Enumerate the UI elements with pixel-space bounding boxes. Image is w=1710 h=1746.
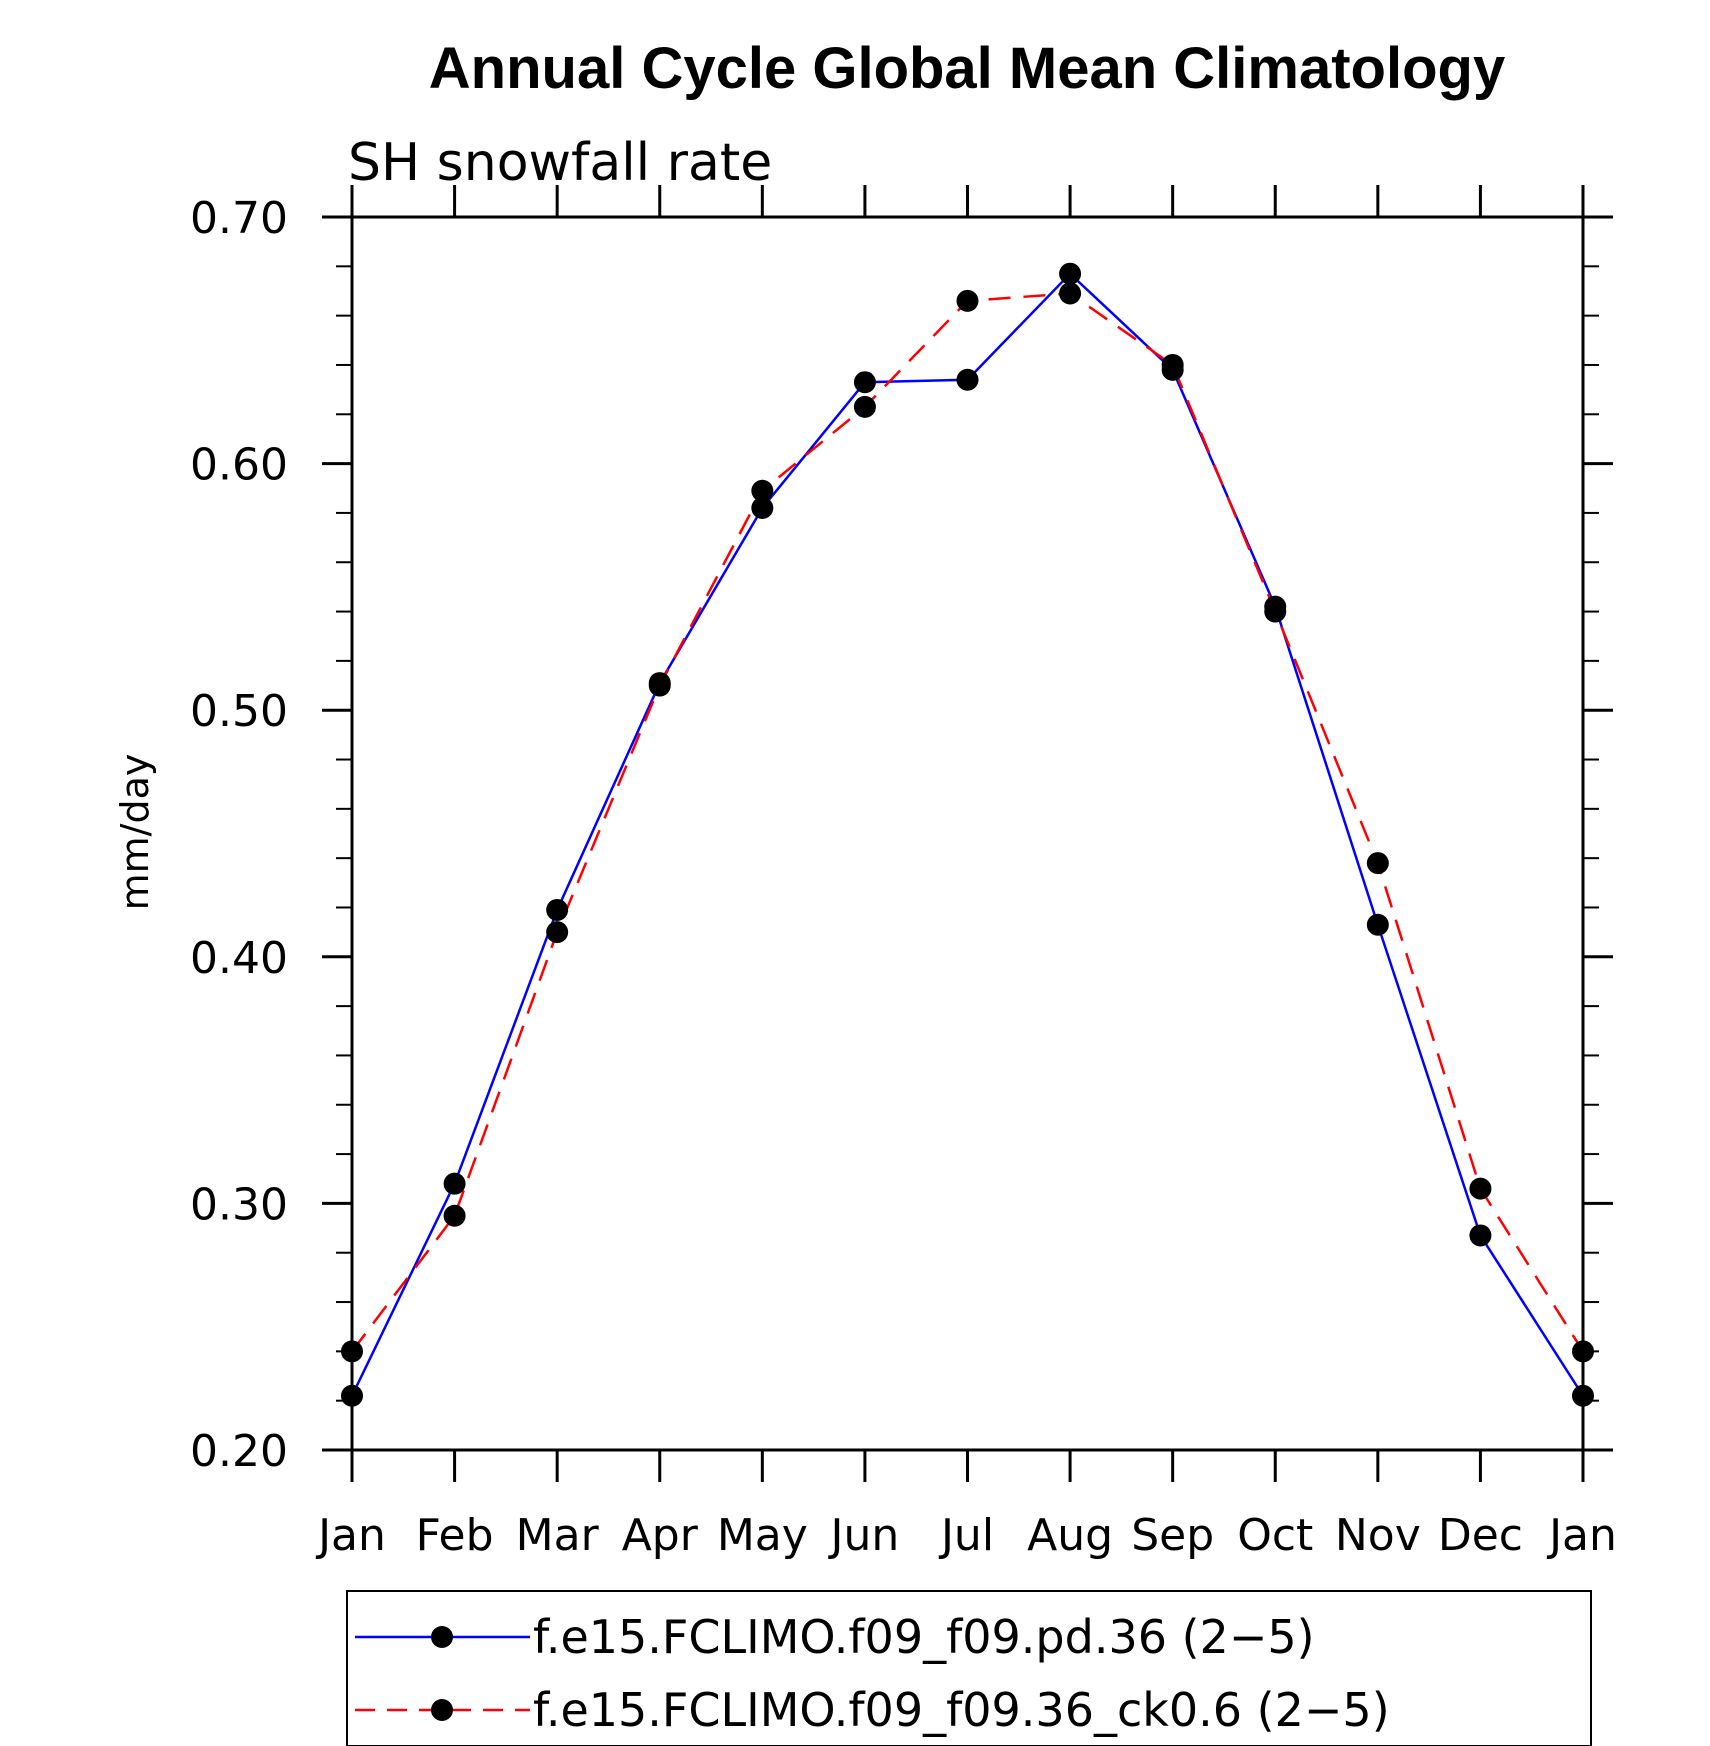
series-0-point xyxy=(956,368,979,391)
series-group xyxy=(341,262,1594,1407)
x-tick-label: Jan xyxy=(315,1510,386,1561)
chart-subtitle: SH snowfall rate xyxy=(348,133,772,193)
legend-label-red: f.e15.FCLIMO.f09_f09.36_ck0.6 (2−5) xyxy=(533,1683,1390,1737)
series-0-point xyxy=(751,496,774,519)
y-tick-label: 0.20 xyxy=(190,1426,288,1477)
x-tick-label: May xyxy=(717,1510,808,1561)
series-0-point xyxy=(1059,262,1082,285)
series-1-point xyxy=(1161,353,1184,376)
x-tick-label: Sep xyxy=(1131,1510,1214,1561)
legend: f.e15.FCLIMO.f09_f09.pd.36 (2−5) f.e15.F… xyxy=(346,1590,1592,1746)
series-0-point xyxy=(1366,913,1389,936)
series-line-1 xyxy=(351,292,1585,1353)
x-tick-label: Oct xyxy=(1237,1510,1313,1561)
axis-ticks xyxy=(322,185,1613,1482)
x-tick-label: Feb xyxy=(416,1510,494,1561)
series-1-point xyxy=(1366,852,1389,875)
plot-frame xyxy=(350,215,1585,1452)
series-0-point xyxy=(546,898,569,921)
series-0-point xyxy=(853,371,876,394)
x-tick-labels: Jan Feb Mar Apr May Jun Jul Aug Sep Oct Nov Dec Jan xyxy=(315,1510,1617,1561)
series-1-point xyxy=(546,921,569,944)
legend-box xyxy=(346,1590,1592,1746)
x-tick-label: Apr xyxy=(622,1510,699,1561)
series-1-point xyxy=(853,395,876,418)
series-line-0 xyxy=(350,271,1585,1397)
series-1-point xyxy=(1264,600,1287,623)
series-1-point xyxy=(1059,282,1082,305)
series-1-point xyxy=(648,674,671,697)
y-tick-label: 0.50 xyxy=(190,686,288,737)
x-tick-label: Nov xyxy=(1335,1510,1421,1561)
x-tick-label: Dec xyxy=(1438,1510,1523,1561)
x-tick-label: Jan xyxy=(1546,1510,1617,1561)
y-tick-label: 0.40 xyxy=(190,933,288,984)
series-1-point xyxy=(751,479,774,502)
series-1-point xyxy=(1469,1177,1492,1200)
legend-marker-red xyxy=(431,1699,453,1721)
y-tick-label: 0.60 xyxy=(190,440,288,491)
x-tick-label: Aug xyxy=(1027,1510,1113,1561)
x-tick-label: Jul xyxy=(938,1510,994,1561)
legend-marker-blue xyxy=(431,1626,453,1648)
y-axis-label: mm/day xyxy=(113,754,157,911)
y-tick-label: 0.70 xyxy=(190,193,288,244)
chart-title: Annual Cycle Global Mean Climatology xyxy=(429,36,1505,101)
legend-label-blue: f.e15.FCLIMO.f09_f09.pd.36 (2−5) xyxy=(533,1610,1315,1664)
series-1-point xyxy=(956,289,979,312)
series-0-point xyxy=(1469,1224,1492,1247)
series-1-point xyxy=(443,1204,466,1227)
y-tick-label: 0.30 xyxy=(190,1179,288,1230)
x-tick-label: Jun xyxy=(828,1510,900,1561)
series-0-point xyxy=(443,1172,466,1195)
x-tick-label: Mar xyxy=(516,1510,600,1561)
y-tick-labels: 0.20 0.30 0.40 0.50 0.60 0.70 xyxy=(190,193,288,1477)
